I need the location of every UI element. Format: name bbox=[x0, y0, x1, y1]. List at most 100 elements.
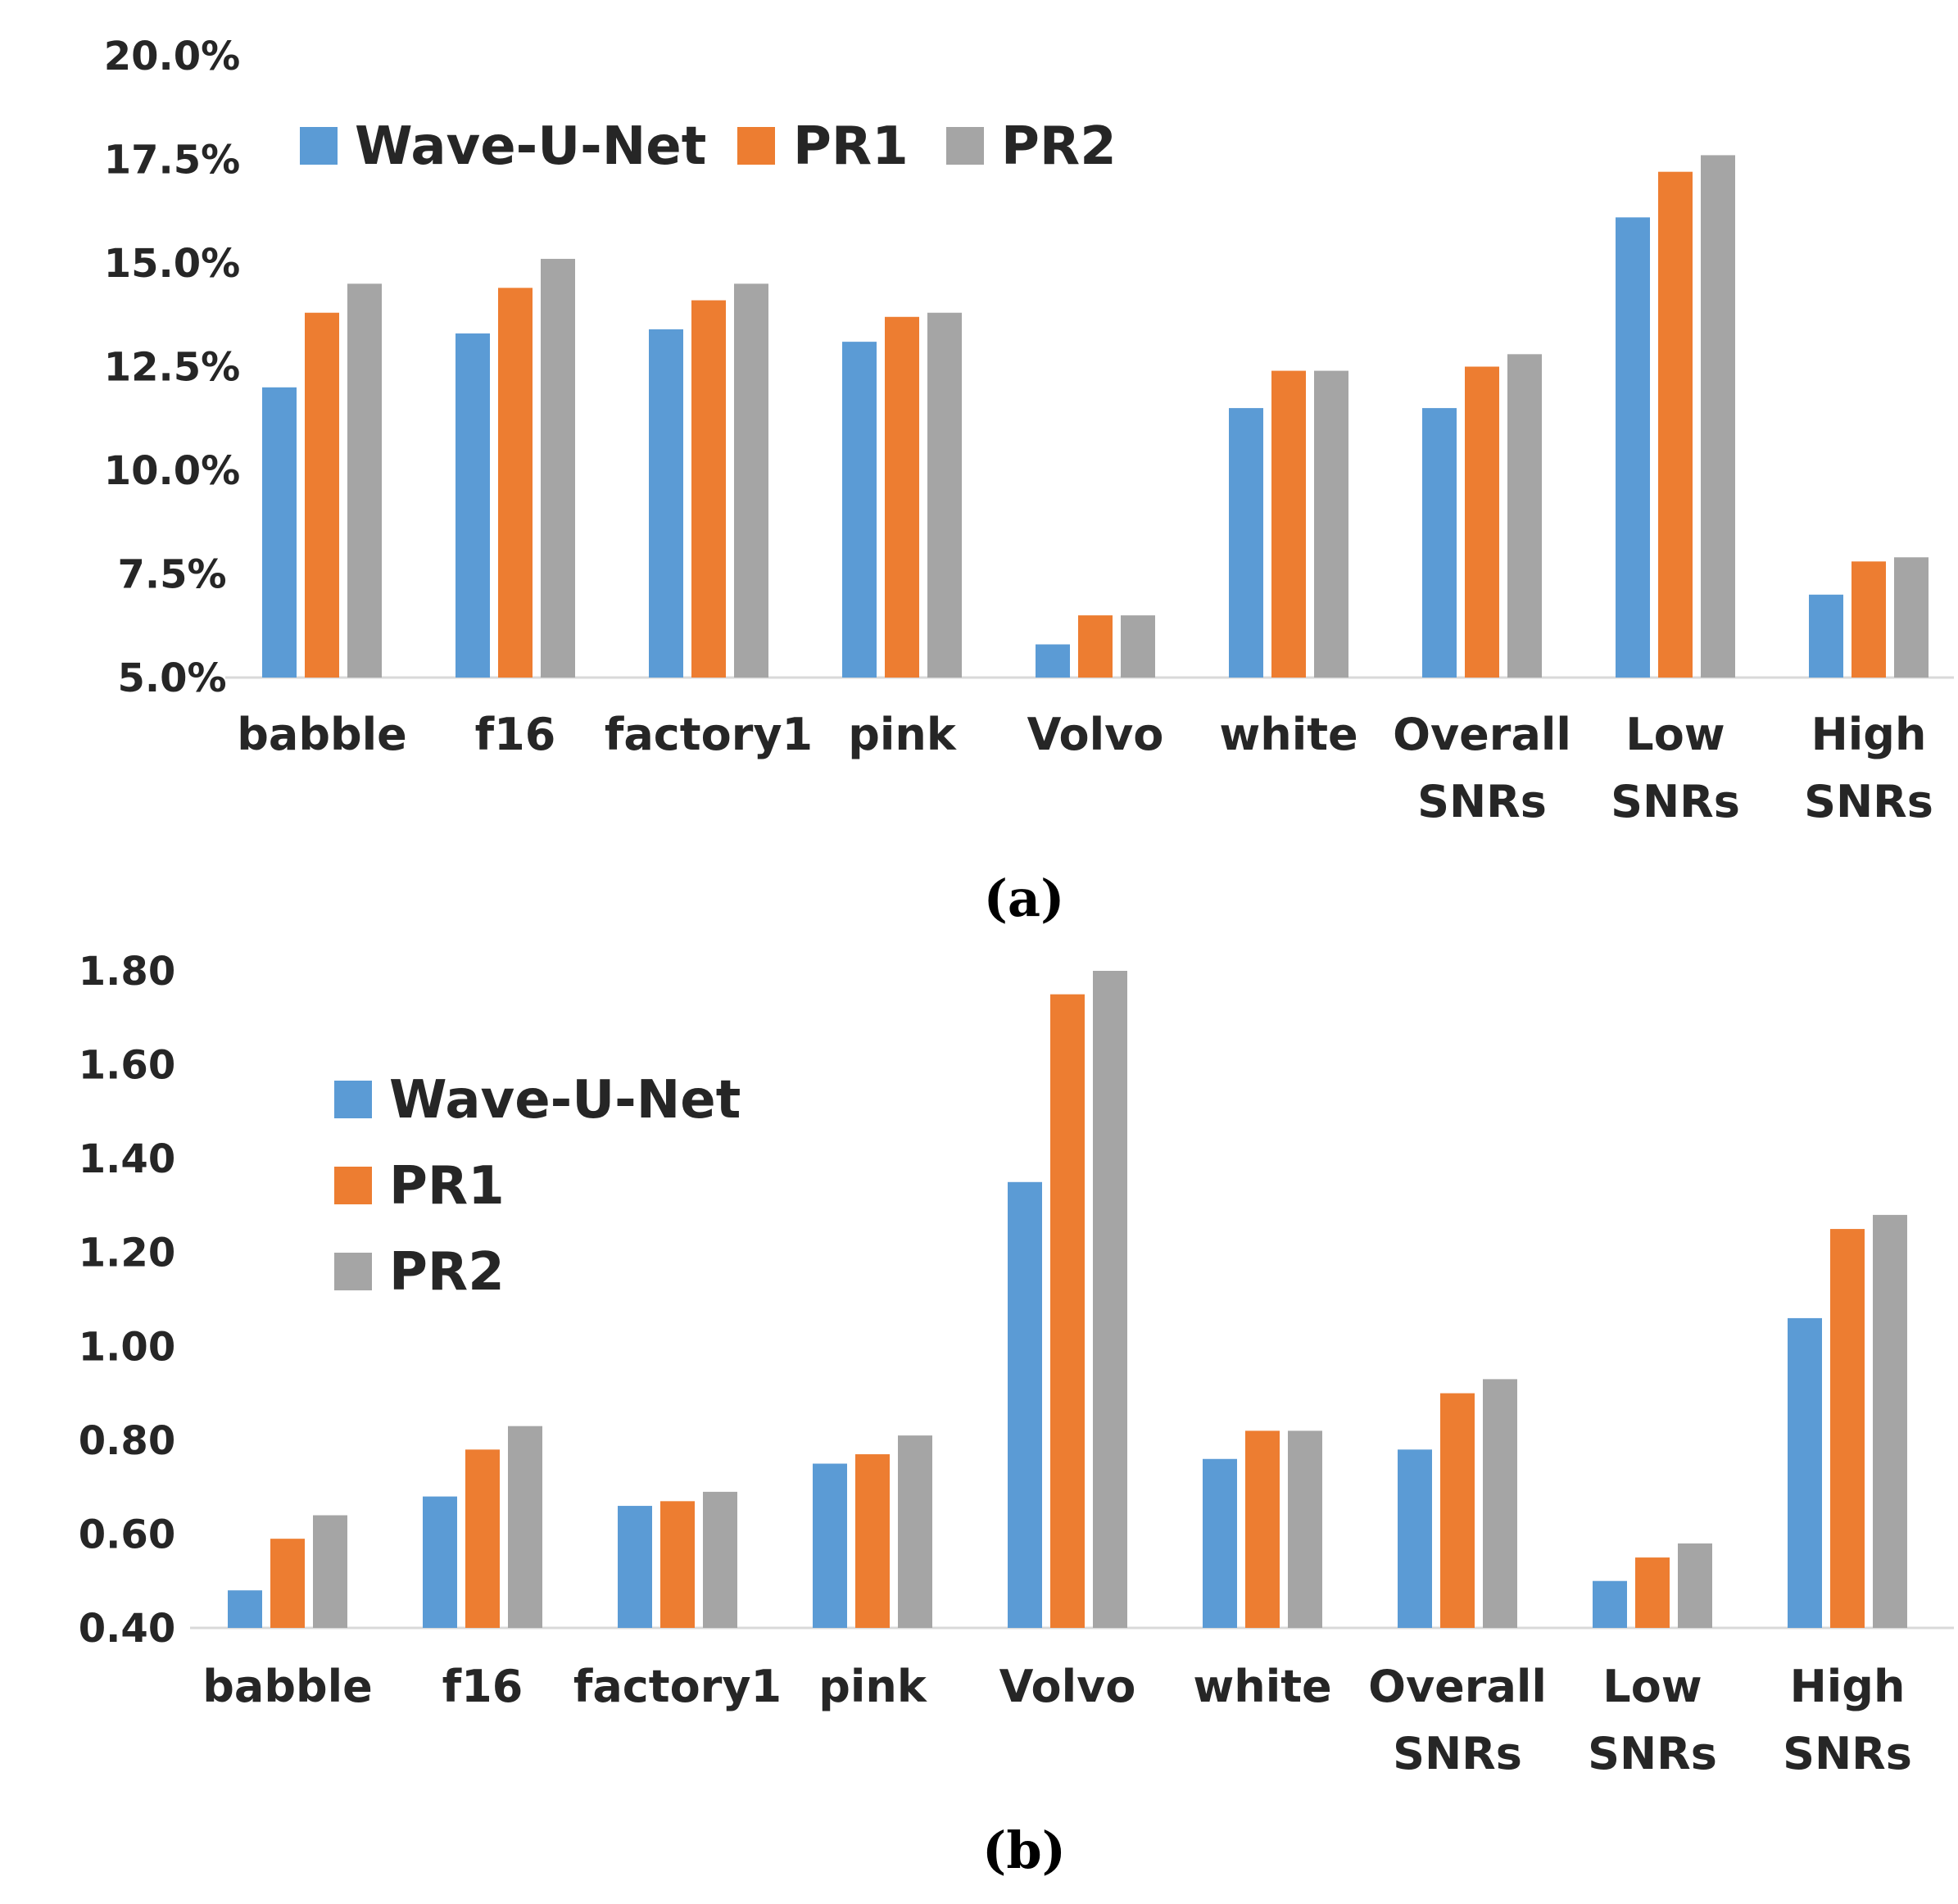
x-tick-label: pink bbox=[818, 1661, 927, 1712]
bar-wave-u-net-f16 bbox=[423, 1496, 457, 1628]
x-tick-label: SNRs bbox=[1417, 776, 1547, 827]
x-tick-label: SNRs bbox=[1804, 776, 1933, 827]
bar-wave-u-net-volvo bbox=[1008, 1181, 1042, 1628]
bar-wave-u-net-volvo bbox=[1036, 644, 1070, 678]
bar-wave-u-net-f16 bbox=[456, 333, 490, 678]
x-tick-label: white bbox=[1193, 1661, 1331, 1712]
bar-pr2-overall-snrs bbox=[1483, 1379, 1517, 1628]
bar-pr2-f16 bbox=[508, 1426, 542, 1628]
bar-pr2-low-snrs bbox=[1701, 155, 1735, 678]
bar-pr1-high-snrs bbox=[1830, 1229, 1865, 1628]
x-tick-label: SNRs bbox=[1611, 776, 1740, 827]
legend-label: PR1 bbox=[389, 1156, 505, 1217]
legend-swatch bbox=[300, 127, 338, 165]
bar-wave-u-net-pink bbox=[813, 1463, 847, 1628]
bar-wave-u-net-low-snrs bbox=[1593, 1580, 1627, 1628]
x-tick-label: High bbox=[1811, 709, 1927, 760]
x-tick-label: factory1 bbox=[605, 709, 813, 760]
y-tick-label: 5.0% bbox=[117, 655, 226, 701]
bar-pr1-pink bbox=[855, 1454, 890, 1628]
x-tick-label: factory1 bbox=[573, 1661, 782, 1712]
bar-pr1-babble bbox=[305, 312, 339, 678]
bar-pr1-babble bbox=[270, 1539, 305, 1628]
bar-pr1-low-snrs bbox=[1658, 171, 1693, 678]
legend-label: PR2 bbox=[1001, 116, 1117, 177]
x-tick-label: f16 bbox=[442, 1661, 523, 1712]
chart-panel-b: 0.40 0.60 0.80 1.00 1.20 1.40 1.60 1.80 babble f1… bbox=[79, 949, 1954, 1779]
bar-pr1-low-snrs bbox=[1635, 1557, 1670, 1628]
bar-wave-u-net-white bbox=[1203, 1458, 1237, 1628]
x-tick-label: SNRs bbox=[1393, 1728, 1522, 1779]
panel-b-caption: (b) bbox=[982, 1820, 1066, 1880]
bar-wave-u-net-factory1 bbox=[618, 1506, 652, 1628]
y-tick-label: 1.40 bbox=[79, 1136, 175, 1182]
x-tick-label: SNRs bbox=[1783, 1728, 1912, 1779]
legend-label: Wave-U-Net bbox=[355, 116, 706, 177]
bar-wave-u-net-pink bbox=[842, 342, 877, 678]
bar-pr2-factory1 bbox=[703, 1491, 737, 1628]
bar-pr1-factory1 bbox=[660, 1501, 695, 1628]
bar-wave-u-net-babble bbox=[228, 1590, 262, 1628]
x-tick-label: Volvo bbox=[1027, 709, 1164, 760]
bar-wave-u-net-white bbox=[1229, 408, 1263, 678]
y-tick-label: 10.0% bbox=[104, 448, 241, 494]
bar-pr1-white bbox=[1271, 370, 1306, 678]
bar-pr1-high-snrs bbox=[1851, 561, 1886, 678]
x-tick-label: Overall bbox=[1368, 1661, 1547, 1712]
panel-a-caption: (a) bbox=[984, 868, 1065, 928]
y-tick-label: 1.20 bbox=[79, 1231, 175, 1276]
bar-pr2-overall-snrs bbox=[1507, 354, 1542, 678]
bar-pr2-babble bbox=[313, 1515, 347, 1628]
chart-panel-a: 5.0% 7.5% 10.0% 12.5% 15.0% 17.5% 20.0% babble f… bbox=[104, 34, 1954, 827]
x-tick-label: SNRs bbox=[1588, 1728, 1717, 1779]
legend-label: PR1 bbox=[793, 116, 909, 177]
x-tick-label: Low bbox=[1602, 1661, 1702, 1712]
bar-pr1-overall-snrs bbox=[1465, 366, 1499, 678]
bar-pr2-pink bbox=[898, 1435, 932, 1628]
bar-pr1-white bbox=[1245, 1430, 1280, 1628]
bar-pr2-volvo bbox=[1093, 971, 1127, 1628]
bar-pr2-pink bbox=[927, 312, 962, 678]
bar-pr2-volvo bbox=[1121, 615, 1155, 678]
bar-pr2-high-snrs bbox=[1873, 1214, 1907, 1628]
y-tick-label: 1.60 bbox=[79, 1043, 175, 1089]
x-tick-label: white bbox=[1219, 709, 1357, 760]
y-tick-label: 17.5% bbox=[104, 138, 241, 184]
bar-wave-u-net-high-snrs bbox=[1788, 1317, 1822, 1628]
x-tick-label: High bbox=[1790, 1661, 1906, 1712]
bar-pr1-volvo bbox=[1050, 994, 1085, 1628]
legend-label: Wave-U-Net bbox=[389, 1070, 741, 1131]
x-tick-label: f16 bbox=[475, 709, 556, 760]
bar-wave-u-net-high-snrs bbox=[1809, 594, 1843, 678]
y-tick-label: 15.0% bbox=[104, 241, 241, 287]
x-tick-label: Overall bbox=[1393, 709, 1571, 760]
bar-wave-u-net-babble bbox=[262, 387, 297, 678]
bar-pr1-factory1 bbox=[691, 300, 726, 678]
legend-swatch bbox=[334, 1081, 372, 1118]
legend-swatch bbox=[737, 127, 775, 165]
legend-swatch bbox=[946, 127, 984, 165]
bar-wave-u-net-low-snrs bbox=[1616, 217, 1650, 678]
bar-wave-u-net-overall-snrs bbox=[1422, 408, 1457, 678]
bar-pr2-factory1 bbox=[734, 283, 768, 678]
bar-wave-u-net-overall-snrs bbox=[1398, 1449, 1432, 1628]
bar-pr2-high-snrs bbox=[1894, 557, 1929, 678]
bar-pr2-white bbox=[1288, 1430, 1322, 1628]
y-tick-label: 0.80 bbox=[79, 1418, 175, 1464]
bar-pr2-babble bbox=[347, 283, 382, 678]
x-tick-label: Volvo bbox=[999, 1661, 1136, 1712]
x-tick-label: pink bbox=[848, 709, 957, 760]
bar-pr2-f16 bbox=[541, 258, 575, 678]
x-tick-label: Low bbox=[1625, 709, 1725, 760]
legend-swatch bbox=[334, 1167, 372, 1204]
y-tick-label: 20.0% bbox=[104, 34, 241, 79]
x-tick-label: babble bbox=[202, 1661, 373, 1712]
bar-pr1-pink bbox=[885, 316, 919, 678]
x-tick-label: babble bbox=[237, 709, 407, 760]
y-tick-label: 0.40 bbox=[79, 1606, 175, 1652]
bar-wave-u-net-factory1 bbox=[649, 329, 683, 678]
y-tick-label: 7.5% bbox=[117, 552, 226, 598]
bar-pr1-f16 bbox=[465, 1449, 500, 1628]
bar-pr1-f16 bbox=[498, 288, 533, 678]
